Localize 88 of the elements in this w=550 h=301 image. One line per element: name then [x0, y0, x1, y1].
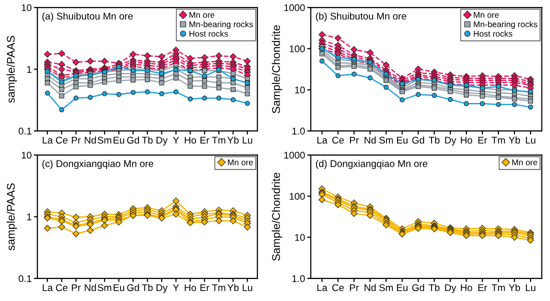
x-tick-label: Tm	[492, 136, 505, 144]
y-axis-title: Sample/Chondrite	[272, 172, 282, 261]
x-tick-label: Eu	[397, 136, 408, 144]
x-tick-label: Ho	[184, 136, 196, 144]
x-tick-label: Sm	[379, 136, 393, 144]
y-tick-label: 1000	[284, 4, 305, 12]
legend-label: Host rocks	[190, 30, 228, 37]
x-tick-label: Pr	[350, 136, 359, 144]
x-tick-label: Er	[200, 136, 210, 144]
x-tick-label: La	[42, 284, 53, 292]
x-tick-label: Er	[200, 284, 210, 292]
x-tick-label: Dy	[445, 284, 456, 294]
y-tick-label: 10	[22, 4, 32, 12]
x-tick-label: La	[42, 136, 53, 144]
x-tick-label: Sm	[379, 284, 393, 292]
x-tick-label: Tm	[212, 136, 226, 144]
x-tick-label: Lu	[526, 136, 536, 144]
legend-label: Mn ore	[474, 12, 499, 18]
y-tick-label: 1000	[284, 152, 305, 159]
y-tick-label: 100	[290, 45, 305, 52]
x-tick-label: Lu	[242, 284, 252, 292]
x-tick-label: Tb	[142, 284, 153, 292]
chart-title: (c) Dongxiangqiao Mn ore	[42, 160, 154, 170]
x-tick-label: Tm	[212, 284, 226, 292]
y-tick-label: 10	[295, 234, 305, 241]
x-tick-label: Tm	[492, 284, 505, 292]
legend-label: Mn ore	[190, 12, 214, 18]
x-tick-label: Nd	[84, 284, 96, 292]
x-tick-label: Yb	[227, 136, 239, 144]
legend-label: Mn ore	[228, 159, 253, 166]
x-tick-label: Yb	[508, 136, 520, 144]
x-tick-label: Pr	[350, 284, 359, 292]
x-tick-label: Gd	[127, 136, 139, 144]
x-tick-label: Er	[478, 284, 488, 292]
y-tick-label: 1	[27, 214, 32, 220]
x-tick-label: Tb	[428, 136, 440, 144]
y-tick-label: 0.1	[18, 275, 32, 282]
y-tick-label: 10	[22, 152, 32, 159]
x-tick-label: Dy	[156, 136, 168, 146]
x-tick-label: Eu	[114, 136, 124, 144]
x-tick-label: Yb	[227, 284, 239, 292]
chart-title: (d) Dongxiangqiao Mn ore	[316, 160, 428, 170]
x-tick-label: Y	[172, 136, 179, 144]
x-tick-label: Eu	[114, 284, 124, 292]
x-tick-label: Sm	[98, 136, 112, 144]
chart-title: (a) Shuibutou Mn ore	[42, 12, 133, 22]
x-tick-label: Nd	[364, 284, 376, 292]
x-tick-label: Eu	[397, 284, 408, 292]
x-tick-label: Gd	[412, 136, 424, 144]
legend-label: Mn-bearing rocks	[474, 21, 538, 29]
x-tick-label: Er	[478, 136, 488, 144]
x-tick-label: Ce	[56, 284, 68, 292]
legend-label: Host rocks	[474, 30, 512, 37]
x-tick-label: Ce	[56, 136, 68, 144]
x-tick-label: Ho	[460, 136, 472, 144]
x-tick-label: Nd	[364, 136, 376, 144]
y-tick-label: 0.1	[18, 128, 32, 135]
x-tick-label: Tb	[142, 136, 153, 144]
x-tick-label: Nd	[84, 136, 96, 144]
x-tick-label: Pr	[72, 136, 81, 144]
x-tick-label: Lu	[526, 284, 536, 292]
y-tick-label: 100	[290, 192, 305, 200]
x-tick-label: Sm	[98, 284, 112, 292]
x-tick-label: Dy	[156, 284, 168, 294]
x-tick-label: Y	[172, 284, 179, 292]
x-tick-label: Ce	[332, 136, 344, 144]
x-tick-label: Gd	[127, 284, 139, 292]
x-tick-label: La	[317, 284, 328, 292]
x-tick-label: Yb	[508, 284, 520, 292]
x-tick-label: La	[317, 136, 328, 144]
legend-label: Mn-bearing rocks	[190, 21, 253, 29]
y-tick-label: 1.0	[292, 275, 305, 282]
x-tick-label: Ce	[332, 284, 344, 292]
y-axis-title: sample/PAAS	[6, 36, 17, 103]
y-tick-label: 10	[295, 86, 305, 94]
chart-title: (b) Shuibutou Mn ore	[316, 12, 406, 22]
x-tick-label: Pr	[72, 284, 81, 292]
y-axis-title: sample/PAAS	[6, 183, 17, 250]
x-tick-label: Gd	[412, 284, 424, 292]
y-axis-title: Sample/Chondrite	[272, 25, 282, 114]
x-tick-label: Ho	[184, 284, 196, 292]
x-tick-label: Dy	[445, 136, 456, 146]
x-tick-label: Ho	[460, 284, 472, 292]
x-tick-label: Lu	[242, 136, 252, 144]
y-tick-label: 1	[27, 66, 32, 73]
legend-label: Mn ore	[512, 159, 538, 166]
x-tick-label: Tb	[428, 284, 440, 292]
y-tick-label: 1.0	[292, 128, 305, 135]
